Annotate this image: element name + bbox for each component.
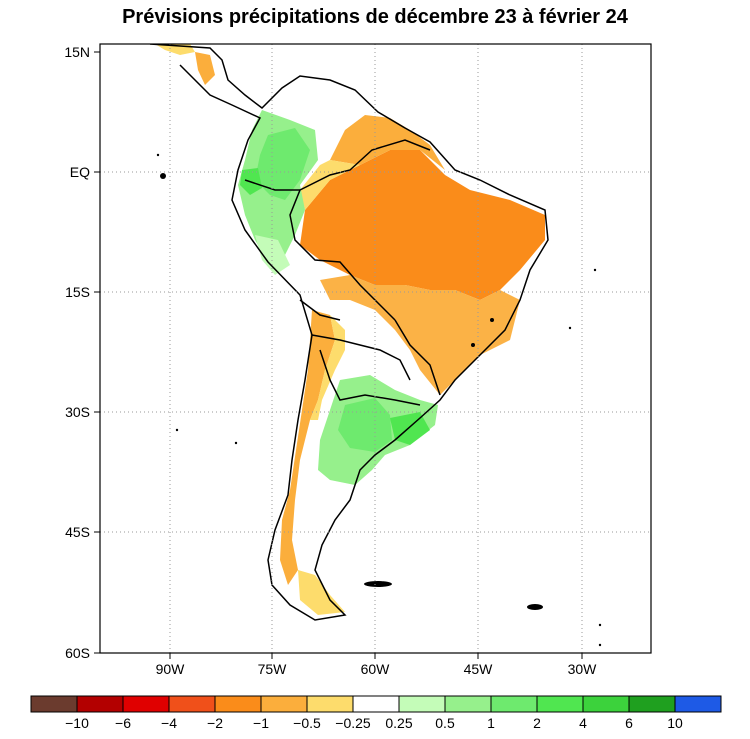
colorbar-swatch bbox=[260, 695, 308, 713]
colorbar-label: 0.5 bbox=[435, 715, 455, 731]
colorbar-swatch bbox=[30, 695, 78, 713]
lat-label: 30S bbox=[65, 404, 90, 420]
map-title: Prévisions précipitations de décembre 23… bbox=[122, 6, 628, 28]
colorbar-swatch bbox=[582, 695, 630, 713]
colorbar-label: −0.25 bbox=[335, 715, 371, 731]
lon-ticks bbox=[169, 653, 583, 659]
wet-anomaly-peru-light bbox=[255, 235, 290, 275]
colorbar-label: −10 bbox=[65, 715, 89, 731]
colorbar-label: 6 bbox=[625, 715, 633, 731]
lat-label: 15N bbox=[64, 44, 90, 60]
colorbar-swatch bbox=[674, 695, 722, 713]
lat-ticks bbox=[94, 51, 100, 654]
colorbar-swatch bbox=[122, 695, 170, 713]
dry-anomaly-andes-light bbox=[310, 315, 345, 420]
colorbar-swatch bbox=[490, 695, 538, 713]
dry-anomaly-north bbox=[330, 115, 445, 170]
colorbar-swatch bbox=[536, 695, 584, 713]
colorbar-label: 2 bbox=[533, 715, 541, 731]
lat-label: 60S bbox=[65, 645, 90, 661]
lat-label: 45S bbox=[65, 524, 90, 540]
colorbar-label: −6 bbox=[115, 715, 131, 731]
lon-label: 60W bbox=[361, 661, 391, 677]
lon-label: 45W bbox=[464, 661, 494, 677]
lat-label: 15S bbox=[65, 284, 90, 300]
colorbar-swatch bbox=[76, 695, 124, 713]
colorbar-swatch bbox=[398, 695, 446, 713]
lat-label: EQ bbox=[70, 164, 90, 180]
colorbar-swatch bbox=[306, 695, 354, 713]
colorbar-label: 4 bbox=[579, 715, 587, 731]
colorbar-swatch bbox=[168, 695, 216, 713]
colorbar-label: −4 bbox=[161, 715, 177, 731]
gridlines bbox=[100, 44, 651, 653]
lon-label: 30W bbox=[568, 661, 598, 677]
dry-anomaly-central-america bbox=[195, 52, 215, 85]
colorbar-swatch bbox=[444, 695, 492, 713]
colorbar-label: 1 bbox=[487, 715, 495, 731]
colorbar-labels: −10 −6 −4 −2 −1 −0.5 −0.25 0.25 0.5 1 2 4 6 10 bbox=[65, 715, 683, 731]
wet-anomaly-northwest-dark bbox=[255, 128, 310, 200]
dry-anomaly-brazil bbox=[300, 150, 545, 300]
dry-anomaly-andes bbox=[280, 310, 335, 585]
map-content bbox=[100, 44, 651, 653]
islands bbox=[156, 153, 602, 647]
colorbar-swatch bbox=[628, 695, 676, 713]
wet-anomaly-argentina-dark bbox=[338, 398, 392, 452]
colorbar-label: 0.25 bbox=[385, 715, 412, 731]
wet-anomaly-uruguay bbox=[390, 412, 430, 445]
colorbar-label: 10 bbox=[667, 715, 683, 731]
colorbar-label: −1 bbox=[253, 715, 269, 731]
country-borders bbox=[149, 44, 549, 621]
colorbar-swatch bbox=[352, 695, 400, 713]
lon-label: 90W bbox=[156, 661, 186, 677]
colorbar bbox=[30, 695, 722, 713]
lon-label: 75W bbox=[258, 661, 288, 677]
colorbar-label: −0.5 bbox=[293, 715, 321, 731]
colorbar-swatch bbox=[214, 695, 262, 713]
colorbar-label: −2 bbox=[207, 715, 223, 731]
